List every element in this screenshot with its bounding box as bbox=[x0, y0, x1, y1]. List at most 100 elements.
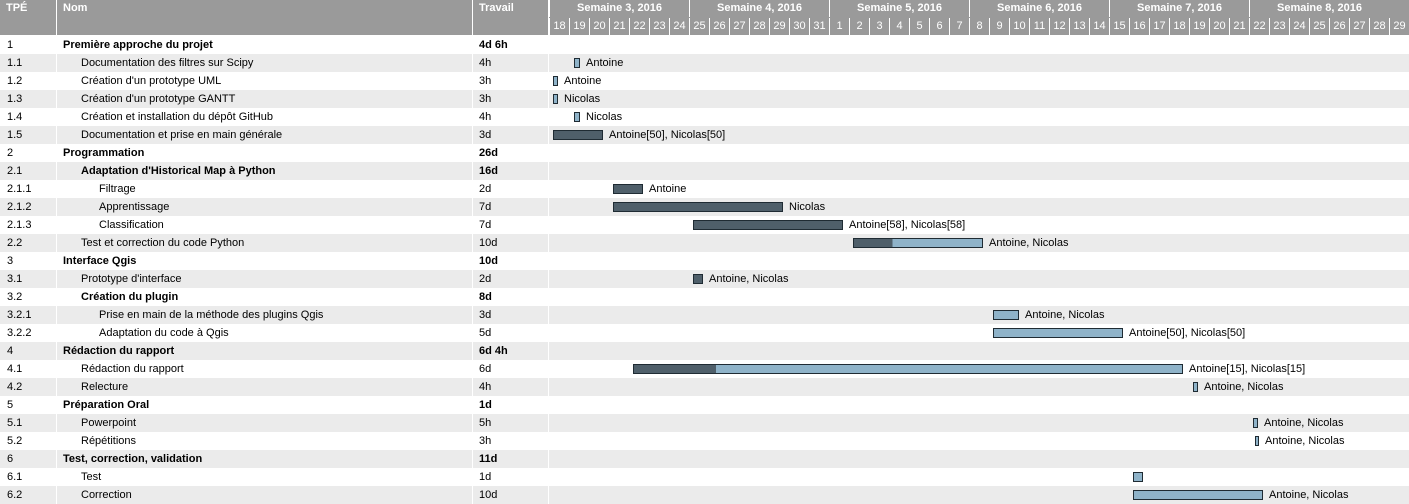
task-bar[interactable] bbox=[1253, 418, 1258, 428]
column-separator bbox=[548, 234, 549, 252]
week-header: Semaine 7, 2016 bbox=[1109, 0, 1249, 17]
task-row[interactable]: 3.2.1 Prise en main de la méthode des plu… bbox=[0, 306, 1409, 324]
task-row[interactable]: 1.5 Documentation et prise en main généra… bbox=[0, 126, 1409, 144]
task-work: 2d bbox=[479, 183, 492, 195]
task-row[interactable]: 1.1 Documentation des filtres sur Scipy 4h… bbox=[0, 54, 1409, 72]
day-header: 14 bbox=[1089, 18, 1109, 35]
task-bar[interactable] bbox=[613, 184, 643, 194]
task-row[interactable]: 2.1.3 Classification 7d Antoine[58], Nicola… bbox=[0, 216, 1409, 234]
task-bar[interactable] bbox=[1193, 382, 1198, 392]
task-resources: Antoine[50], Nicolas[50] bbox=[1129, 327, 1246, 339]
task-bar[interactable] bbox=[1133, 472, 1143, 482]
task-resources: Nicolas bbox=[586, 111, 623, 123]
task-name: Rédaction du rapport bbox=[81, 363, 184, 375]
task-bar[interactable] bbox=[553, 94, 558, 104]
task-bar[interactable] bbox=[993, 328, 1123, 338]
task-wbs: 1.2 bbox=[7, 75, 23, 87]
task-row[interactable]: 3.2.2 Adaptation du code à Qgis 5d Antoine[… bbox=[0, 324, 1409, 342]
week-header: Semaine 3, 2016 bbox=[549, 0, 689, 17]
column-separator bbox=[56, 450, 57, 468]
day-header: 20 bbox=[589, 18, 609, 35]
task-bar[interactable] bbox=[993, 310, 1019, 320]
task-row[interactable]: 1 Première approche du projet 4d 6h bbox=[0, 36, 1409, 54]
task-work: 3h bbox=[479, 75, 492, 87]
column-separator bbox=[56, 306, 57, 324]
task-bar[interactable] bbox=[574, 112, 580, 122]
column-separator bbox=[56, 234, 57, 252]
day-header: 23 bbox=[649, 18, 669, 35]
column-separator bbox=[548, 378, 549, 396]
task-row[interactable]: 4.1 Rédaction du rapport 6d Antoine[15], Ni… bbox=[0, 360, 1409, 378]
task-resources: Antoine[15], Nicolas[15] bbox=[1189, 363, 1306, 375]
column-separator bbox=[548, 126, 549, 144]
day-header: 15 bbox=[1109, 18, 1129, 35]
task-row[interactable]: 5.1 Powerpoint 5h Antoine, Nicolas bbox=[0, 414, 1409, 432]
column-separator bbox=[548, 396, 549, 414]
task-name: Apprentissage bbox=[99, 201, 170, 213]
column-separator bbox=[472, 270, 473, 288]
task-wbs: 3.1 bbox=[7, 273, 23, 285]
task-row[interactable]: 3.1 Prototype d'interface 2d Antoine, Nicol… bbox=[0, 270, 1409, 288]
task-name: Programmation bbox=[63, 147, 145, 159]
task-wbs: 2.1.3 bbox=[7, 219, 32, 231]
task-row[interactable]: 6.2 Correction 10d Antoine, Nicolas bbox=[0, 486, 1409, 504]
task-bar[interactable] bbox=[853, 238, 983, 248]
day-header: 7 bbox=[949, 18, 969, 35]
task-wbs: 4.1 bbox=[7, 363, 23, 375]
column-separator bbox=[548, 486, 549, 504]
task-row[interactable]: 1.2 Création d'un prototype UML 3h Antoine bbox=[0, 72, 1409, 90]
column-separator bbox=[548, 198, 549, 216]
header-name: Nom bbox=[57, 0, 472, 35]
task-bar[interactable] bbox=[613, 202, 783, 212]
day-header: 25 bbox=[1309, 18, 1329, 35]
task-row[interactable]: 6 Test, correction, validation 11d bbox=[0, 450, 1409, 468]
task-work: 5h bbox=[479, 417, 492, 429]
task-bar[interactable] bbox=[693, 274, 703, 284]
day-header: 28 bbox=[1369, 18, 1389, 35]
task-bar[interactable] bbox=[1255, 436, 1259, 446]
column-separator bbox=[56, 90, 57, 108]
task-row[interactable]: 2.1 Adaptation d'Historical Map à Python 1… bbox=[0, 162, 1409, 180]
day-header: 11 bbox=[1029, 18, 1049, 35]
column-separator bbox=[472, 360, 473, 378]
column-separator bbox=[56, 396, 57, 414]
task-name: Correction bbox=[81, 489, 132, 501]
task-bar[interactable] bbox=[553, 76, 558, 86]
task-row[interactable]: 5.2 Répétitions 3h Antoine, Nicolas bbox=[0, 432, 1409, 450]
column-separator bbox=[56, 288, 57, 306]
task-row[interactable]: 3 Interface Qgis 10d bbox=[0, 252, 1409, 270]
task-row[interactable]: 2 Programmation 26d bbox=[0, 144, 1409, 162]
task-row[interactable]: 2.1.1 Filtrage 2d Antoine bbox=[0, 180, 1409, 198]
task-bar[interactable] bbox=[574, 58, 580, 68]
task-bar[interactable] bbox=[633, 364, 1183, 374]
task-wbs: 1.1 bbox=[7, 57, 23, 69]
task-row[interactable]: 5 Préparation Oral 1d bbox=[0, 396, 1409, 414]
task-bar[interactable] bbox=[693, 220, 843, 230]
task-row[interactable]: 2.1.2 Apprentissage 7d Nicolas bbox=[0, 198, 1409, 216]
day-header: 8 bbox=[969, 18, 989, 35]
task-wbs: 6.2 bbox=[7, 489, 23, 501]
task-work: 6d bbox=[479, 363, 492, 375]
task-work: 4h bbox=[479, 111, 492, 123]
task-name: Création d'un prototype UML bbox=[81, 75, 222, 87]
task-row[interactable]: 1.4 Création et installation du dépôt Git… bbox=[0, 108, 1409, 126]
task-row[interactable]: 4.2 Relecture 4h Antoine, Nicolas bbox=[0, 378, 1409, 396]
task-resources: Antoine[50], Nicolas[50] bbox=[609, 129, 726, 141]
task-row[interactable]: 1.3 Création d'un prototype GANTT 3h Nicola… bbox=[0, 90, 1409, 108]
task-row[interactable]: 2.2 Test et correction du code Python 10d A… bbox=[0, 234, 1409, 252]
task-work: 3d bbox=[479, 129, 492, 141]
task-bar[interactable] bbox=[553, 130, 603, 140]
task-row[interactable]: 3.2 Création du plugin 8d bbox=[0, 288, 1409, 306]
column-separator bbox=[472, 342, 473, 360]
day-header: 29 bbox=[769, 18, 789, 35]
task-work: 16d bbox=[479, 165, 498, 177]
task-bar[interactable] bbox=[1133, 490, 1263, 500]
column-separator bbox=[472, 54, 473, 72]
task-wbs: 4 bbox=[7, 345, 14, 357]
column-separator bbox=[548, 342, 549, 360]
task-row[interactable]: 6.1 Test 1d bbox=[0, 468, 1409, 486]
task-row[interactable]: 4 Rédaction du rapport 6d 4h bbox=[0, 342, 1409, 360]
task-work: 7d bbox=[479, 201, 492, 213]
column-separator bbox=[548, 450, 549, 468]
task-work: 5d bbox=[479, 327, 492, 339]
